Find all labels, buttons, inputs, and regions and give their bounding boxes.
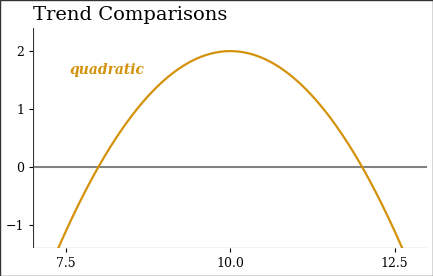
Text: Trend Comparisons: Trend Comparisons xyxy=(33,6,227,23)
Text: quadratic: quadratic xyxy=(69,63,144,77)
